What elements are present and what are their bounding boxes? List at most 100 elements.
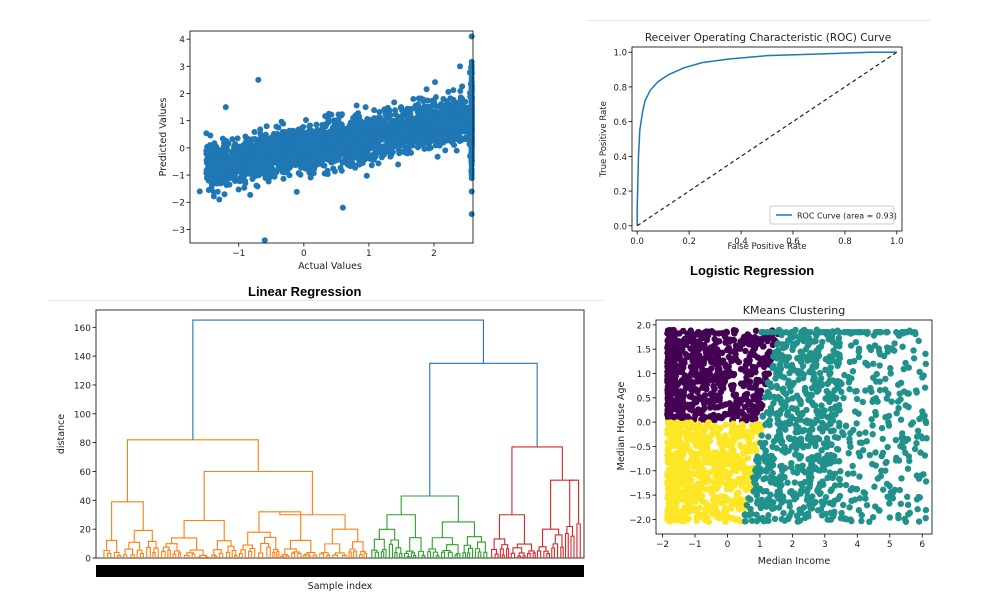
- dendro-link: [321, 552, 329, 556]
- kmeans-point: [779, 473, 786, 480]
- dendro-ytick-label: 120: [74, 381, 91, 391]
- kmeans-point: [798, 330, 805, 338]
- linreg-point: [371, 150, 378, 157]
- kmeans-point: [920, 372, 927, 379]
- kmeans-point: [786, 335, 794, 342]
- linreg-point: [462, 123, 469, 130]
- dendro-link: [162, 546, 170, 552]
- dendro-ytick-label: 140: [74, 353, 91, 363]
- kmeans-point: [792, 332, 799, 340]
- kmeans-point: [900, 444, 907, 451]
- linreg-point: [347, 163, 354, 170]
- kmeans-point: [885, 412, 893, 420]
- dendro-leaf-labels: [96, 565, 584, 577]
- kmeans-point: [676, 510, 683, 517]
- dendro-link: [381, 549, 387, 558]
- linreg-point: [216, 196, 223, 203]
- kmeans-point: [722, 369, 729, 376]
- kmeans-point: [868, 416, 875, 423]
- kmeans-point: [671, 405, 679, 412]
- linreg-point: [339, 139, 346, 146]
- linreg-point: [468, 152, 475, 159]
- linreg-point: [334, 138, 341, 145]
- linreg-point: [316, 128, 323, 135]
- linreg-point: [347, 140, 354, 147]
- linreg-point: [339, 204, 346, 211]
- kmeans-point: [871, 483, 878, 490]
- linreg-point: [374, 142, 381, 149]
- kmeans-point: [679, 394, 687, 401]
- linreg-point: [279, 129, 286, 136]
- kmeans-point: [744, 435, 751, 442]
- roc-ylabel: True Positive Rate: [599, 101, 609, 178]
- kmeans-point: [732, 327, 739, 334]
- kmeans-point: [737, 518, 744, 525]
- linreg-point: [221, 191, 228, 198]
- kmeans-point: [737, 496, 744, 503]
- linreg-point: [409, 132, 416, 139]
- kmeans-point: [696, 342, 703, 350]
- kmeans-title: KMeans Clustering: [743, 304, 845, 317]
- linreg-point: [427, 144, 434, 151]
- kmeans-point: [694, 442, 702, 449]
- linreg-point: [457, 105, 464, 112]
- kmeans-point: [743, 501, 751, 509]
- kmeans-point: [730, 431, 737, 439]
- kmeans-point: [676, 426, 684, 434]
- dendro-link: [552, 543, 559, 558]
- dendro-link: [351, 541, 364, 552]
- linreg-point: [243, 154, 250, 161]
- kmeans-point: [824, 474, 831, 482]
- linreg-point: [273, 123, 280, 130]
- dendro-link: [466, 552, 471, 558]
- kmeans-point: [679, 489, 686, 496]
- linreg-point: [386, 116, 393, 123]
- linreg-point: [377, 136, 384, 143]
- linreg-point: [274, 161, 281, 168]
- kmeans-point: [858, 517, 865, 525]
- kmeans-point: [729, 483, 736, 491]
- kmeans-point: [845, 379, 853, 386]
- linreg-point: [398, 123, 405, 130]
- linreg-point: [222, 104, 229, 111]
- linreg-point: [209, 158, 216, 165]
- kmeans-point: [827, 427, 835, 435]
- kmeans-point: [765, 433, 772, 440]
- linreg-point: [267, 158, 274, 165]
- kmeans-point: [767, 404, 775, 412]
- dendro-link: [388, 543, 394, 558]
- dendro-ytick-label: 80: [80, 439, 92, 449]
- linreg-point: [273, 169, 280, 176]
- logistic-regression-caption: Logistic Regression: [690, 263, 815, 278]
- kmeans-point: [746, 407, 753, 414]
- linreg-point: [331, 168, 338, 175]
- kmeans-point: [915, 518, 923, 525]
- dendro-link: [378, 528, 396, 540]
- linreg-point: [410, 95, 417, 102]
- kmeans-point: [694, 480, 702, 487]
- kmeans-point: [862, 495, 869, 502]
- roc-xtick-label: 0.6: [786, 237, 800, 247]
- kmeans-point: [823, 435, 831, 442]
- dendro-link: [147, 540, 157, 549]
- kmeans-point: [844, 470, 852, 478]
- kmeans-point: [897, 416, 905, 423]
- kmeans-point: [695, 473, 703, 480]
- dendro-link: [410, 552, 416, 558]
- kmeans-point: [815, 435, 823, 443]
- kmeans-point: [876, 362, 883, 369]
- kmeans-point: [758, 432, 765, 439]
- linreg-point: [454, 124, 461, 131]
- dendro-link: [124, 548, 134, 555]
- kmeans-point: [774, 420, 781, 427]
- kmeans-point: [743, 334, 750, 341]
- dendro-link: [560, 546, 564, 558]
- kmeans-point: [884, 443, 891, 451]
- kmeans-point: [870, 360, 877, 368]
- dendro-link: [403, 552, 409, 558]
- linreg-point: [383, 142, 390, 149]
- linreg-point: [429, 97, 436, 104]
- kmeans-point: [719, 357, 727, 364]
- linreg-point: [392, 138, 399, 145]
- kmeans-point: [740, 411, 748, 418]
